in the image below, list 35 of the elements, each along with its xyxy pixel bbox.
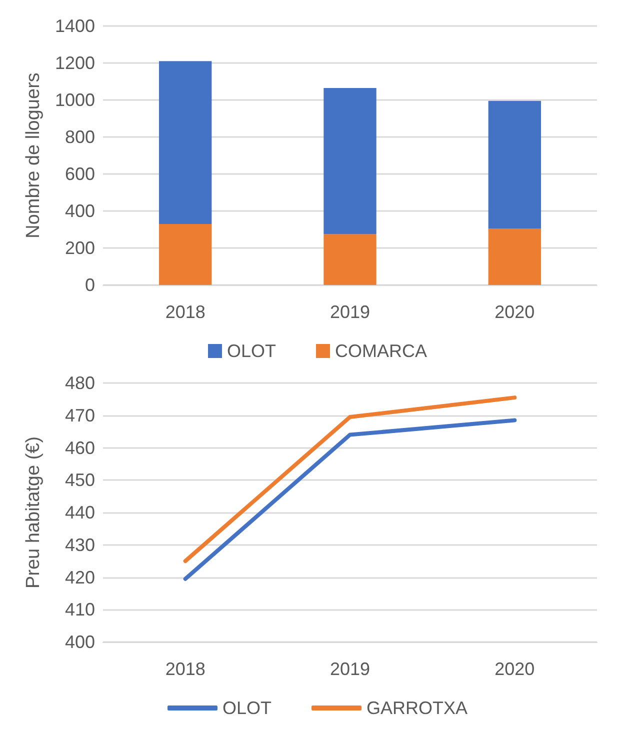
bar bbox=[324, 88, 376, 234]
y-tick-label: 800 bbox=[64, 127, 95, 147]
y-tick-label: 450 bbox=[64, 470, 95, 490]
y-tick-label: 460 bbox=[64, 438, 95, 458]
y-tick-label: 400 bbox=[64, 201, 95, 221]
y-tick-label: 470 bbox=[64, 405, 95, 426]
y-tick-label: 200 bbox=[64, 238, 95, 258]
y-tick-label: 1200 bbox=[54, 53, 95, 73]
y-tick-label: 400 bbox=[64, 632, 95, 652]
x-tick-label: 2018 bbox=[165, 659, 206, 679]
y-tick-label: 1000 bbox=[54, 90, 95, 110]
x-tick-label: 2019 bbox=[330, 659, 370, 679]
y-axis-title: Preu habitatge (€) bbox=[23, 436, 44, 589]
legend-label: OLOT bbox=[226, 341, 276, 361]
x-tick-label: 2020 bbox=[494, 659, 535, 679]
x-tick-label: 2019 bbox=[330, 302, 370, 322]
y-tick-label: 440 bbox=[64, 502, 95, 522]
legend-label: COMARCA bbox=[335, 341, 428, 361]
y-tick-label: 600 bbox=[64, 164, 95, 184]
y-tick-label: 480 bbox=[64, 373, 95, 393]
bar bbox=[488, 228, 542, 285]
y-tick-label: 420 bbox=[64, 567, 95, 588]
y-tick-label: 430 bbox=[64, 534, 95, 555]
bar bbox=[158, 224, 212, 285]
y-tick-label: 0 bbox=[84, 275, 95, 295]
legend-label: GARROTXA bbox=[366, 698, 468, 718]
y-tick-label: 410 bbox=[64, 600, 95, 620]
legend-label: OLOT bbox=[222, 698, 272, 718]
x-tick-label: 2020 bbox=[494, 302, 535, 322]
bar bbox=[324, 234, 376, 285]
bar bbox=[488, 100, 542, 229]
bar bbox=[158, 61, 212, 224]
x-tick-label: 2018 bbox=[165, 302, 206, 322]
y-axis-title: Nombre de lloguers bbox=[23, 72, 44, 238]
y-tick-label: 1400 bbox=[54, 16, 95, 36]
